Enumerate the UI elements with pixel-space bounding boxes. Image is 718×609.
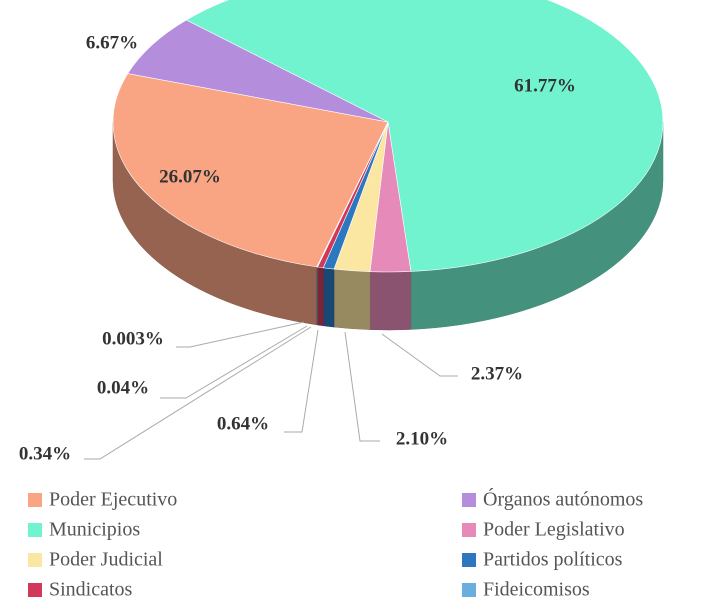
legend-label: Poder Judicial [49,549,163,571]
value-label: 0.34% [19,443,71,464]
top-faces [112,0,664,273]
legend-label: Poder Ejecutivo [49,489,177,511]
legend-label: Municipios [49,519,140,541]
leader-line [84,326,312,460]
legend-swatch [28,523,42,537]
leader-line [176,321,305,348]
legend-label: Poder Legislativo [483,519,625,541]
legend-swatch [462,493,476,507]
value-label: 2.37% [471,363,523,384]
leader-line [344,331,380,442]
value-label: 0.64% [217,413,269,434]
slice-side [317,266,324,327]
slice [316,121,389,268]
slice-side [322,267,335,328]
leader-line [284,329,319,433]
slice-side [369,271,412,331]
leader-line [381,333,458,377]
legend-swatch [462,583,476,597]
slice-side [333,268,371,330]
value-label: 26.07% [159,166,221,187]
legend-swatch [28,553,42,567]
value-label: 2.10% [396,428,448,449]
value-label: 0.003% [102,328,164,349]
legend-swatch [28,493,42,507]
legend-swatch [462,553,476,567]
value-label: 0.04% [97,377,149,398]
value-label: 6.67% [86,32,138,53]
leader-line [160,325,308,399]
legend-label: Órganos autónomos [483,487,643,511]
legend-label: Partidos políticos [483,549,623,571]
value-label: 61.77% [514,75,576,96]
legend-label: Fideicomisos [483,579,590,601]
slice [127,19,389,123]
legend-label: Sindicatos [49,579,133,601]
slice [185,0,664,272]
legend-swatch [28,583,42,597]
slice [112,73,389,268]
legend-swatch [462,523,476,537]
